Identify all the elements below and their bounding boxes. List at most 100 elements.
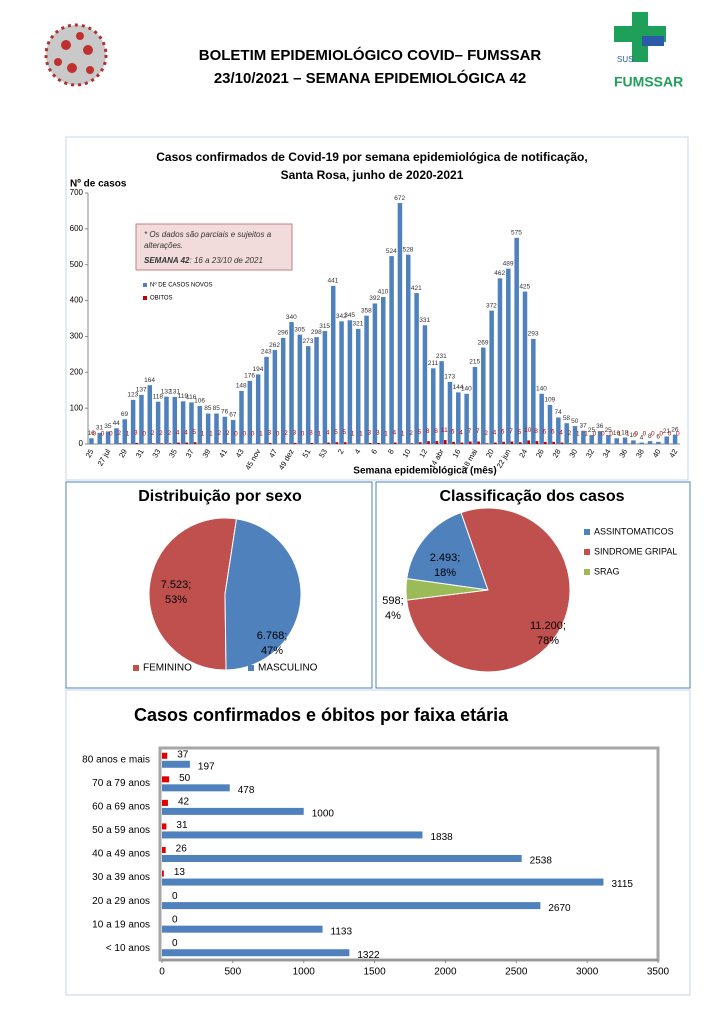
x-tick-label: 1500 xyxy=(363,967,386,978)
data-label: 106 xyxy=(194,398,205,405)
data-label: 3 xyxy=(267,430,271,437)
data-label: 1838 xyxy=(430,832,453,843)
bar xyxy=(323,331,328,444)
data-label: 298 xyxy=(311,329,322,336)
data-label: 11.200; xyxy=(530,620,566,632)
data-label: 2 xyxy=(159,430,163,437)
legend-label: SRAG xyxy=(594,566,620,576)
data-label: 4 xyxy=(459,429,463,436)
data-label: 478 xyxy=(238,785,255,796)
x-tick-label: 33 xyxy=(150,447,162,459)
data-label: 35 xyxy=(104,423,112,430)
bar xyxy=(189,402,194,444)
bar xyxy=(486,443,489,444)
y-tick-label: 600 xyxy=(70,224,84,233)
data-label: 26 xyxy=(176,844,188,855)
data-label: 0 xyxy=(101,431,105,438)
bar xyxy=(162,808,304,815)
x-tick-label: 39 xyxy=(200,447,212,459)
legend-label: Nº DE CASOS NOVOS xyxy=(150,282,213,289)
x-tick-label: 43 xyxy=(234,447,246,459)
x-tick-label: 42 xyxy=(667,447,679,459)
legend-label: SINDROME GRIPAL xyxy=(594,546,677,556)
x-tick-label: 49 dez xyxy=(277,447,296,471)
y-tick-label: 70 a 79 anos xyxy=(92,778,150,789)
bar xyxy=(411,443,414,444)
chart-title: Santa Rosa, junho de 2020-2021 xyxy=(281,168,464,182)
data-label: 8 xyxy=(434,428,438,435)
data-label: 37 xyxy=(177,749,189,760)
data-label: 109 xyxy=(544,397,555,404)
x-tick-label: 25 xyxy=(84,447,96,459)
bar xyxy=(214,414,219,444)
bar xyxy=(639,443,644,444)
data-label: 0 xyxy=(242,431,246,438)
x-tick-label: 8 xyxy=(386,447,396,455)
data-label: 1000 xyxy=(312,809,335,820)
x-tick-label: 4 xyxy=(353,447,363,455)
data-label: 421 xyxy=(411,285,422,292)
data-label: 0 xyxy=(251,431,255,438)
pie-slice xyxy=(149,518,237,670)
data-label: 176 xyxy=(244,373,255,380)
bar xyxy=(423,325,428,444)
data-label: 3 xyxy=(134,430,138,437)
data-label: 5 xyxy=(192,429,196,436)
y-tick-label: 30 a 39 anos xyxy=(92,872,150,883)
x-tick-label: 35 xyxy=(167,447,179,459)
legend-swatch xyxy=(143,296,147,300)
bar xyxy=(162,800,168,806)
y-tick-label: 60 a 69 anos xyxy=(92,802,150,813)
x-tick-label: 24 xyxy=(517,447,529,459)
x-tick-label: 51 xyxy=(300,447,312,459)
data-label: 8 xyxy=(426,428,430,435)
bar xyxy=(552,442,555,444)
data-label: 269 xyxy=(478,339,489,346)
bar xyxy=(177,443,180,444)
data-label: 42 xyxy=(178,797,190,808)
data-label: 528 xyxy=(403,246,414,253)
data-label: 7 xyxy=(468,428,472,435)
bar xyxy=(464,394,469,444)
bar xyxy=(289,322,294,444)
bar xyxy=(631,440,636,444)
y-tick-label: 200 xyxy=(70,367,84,376)
bar xyxy=(373,303,378,444)
bar xyxy=(162,949,349,956)
x-tick-label: 0 xyxy=(159,967,165,978)
data-label: 243 xyxy=(261,349,272,356)
data-label: 2 xyxy=(284,430,288,437)
data-label: 6.768; xyxy=(257,630,288,642)
data-label: 489 xyxy=(503,260,514,267)
bar xyxy=(502,442,505,444)
header-title: BOLETIM EPIDEMIOLÓGICO COVID– FUMSSAR xyxy=(199,46,542,64)
data-label: 441 xyxy=(328,278,339,285)
data-label: 37 xyxy=(579,422,587,429)
data-label: 0 xyxy=(643,431,647,438)
data-label: 137 xyxy=(136,387,147,394)
bar xyxy=(181,401,186,444)
x-tick-label: 34 xyxy=(601,447,613,459)
bar xyxy=(162,879,603,886)
data-label: 8 xyxy=(534,428,538,435)
legend-label: MASCULINO xyxy=(258,663,318,674)
legend-swatch xyxy=(584,529,590,535)
data-label: 44 xyxy=(113,420,121,427)
legend-label: ASSINTOMATICOS xyxy=(594,526,674,536)
bar xyxy=(406,255,411,444)
legend-swatch xyxy=(133,665,139,671)
legend-label: OBITOS xyxy=(150,296,173,302)
bar xyxy=(527,440,530,444)
legend-label: FEMININO xyxy=(143,663,192,674)
data-label: 4 xyxy=(184,429,188,436)
bar xyxy=(344,442,347,444)
bar xyxy=(327,443,330,444)
data-label: 3 xyxy=(368,430,372,437)
y-tick-label: 300 xyxy=(70,332,84,341)
data-label: 1 xyxy=(359,430,363,437)
data-label: 358 xyxy=(361,307,372,314)
data-label: 3115 xyxy=(611,879,633,890)
data-label: 672 xyxy=(394,195,405,202)
bar xyxy=(419,442,422,444)
